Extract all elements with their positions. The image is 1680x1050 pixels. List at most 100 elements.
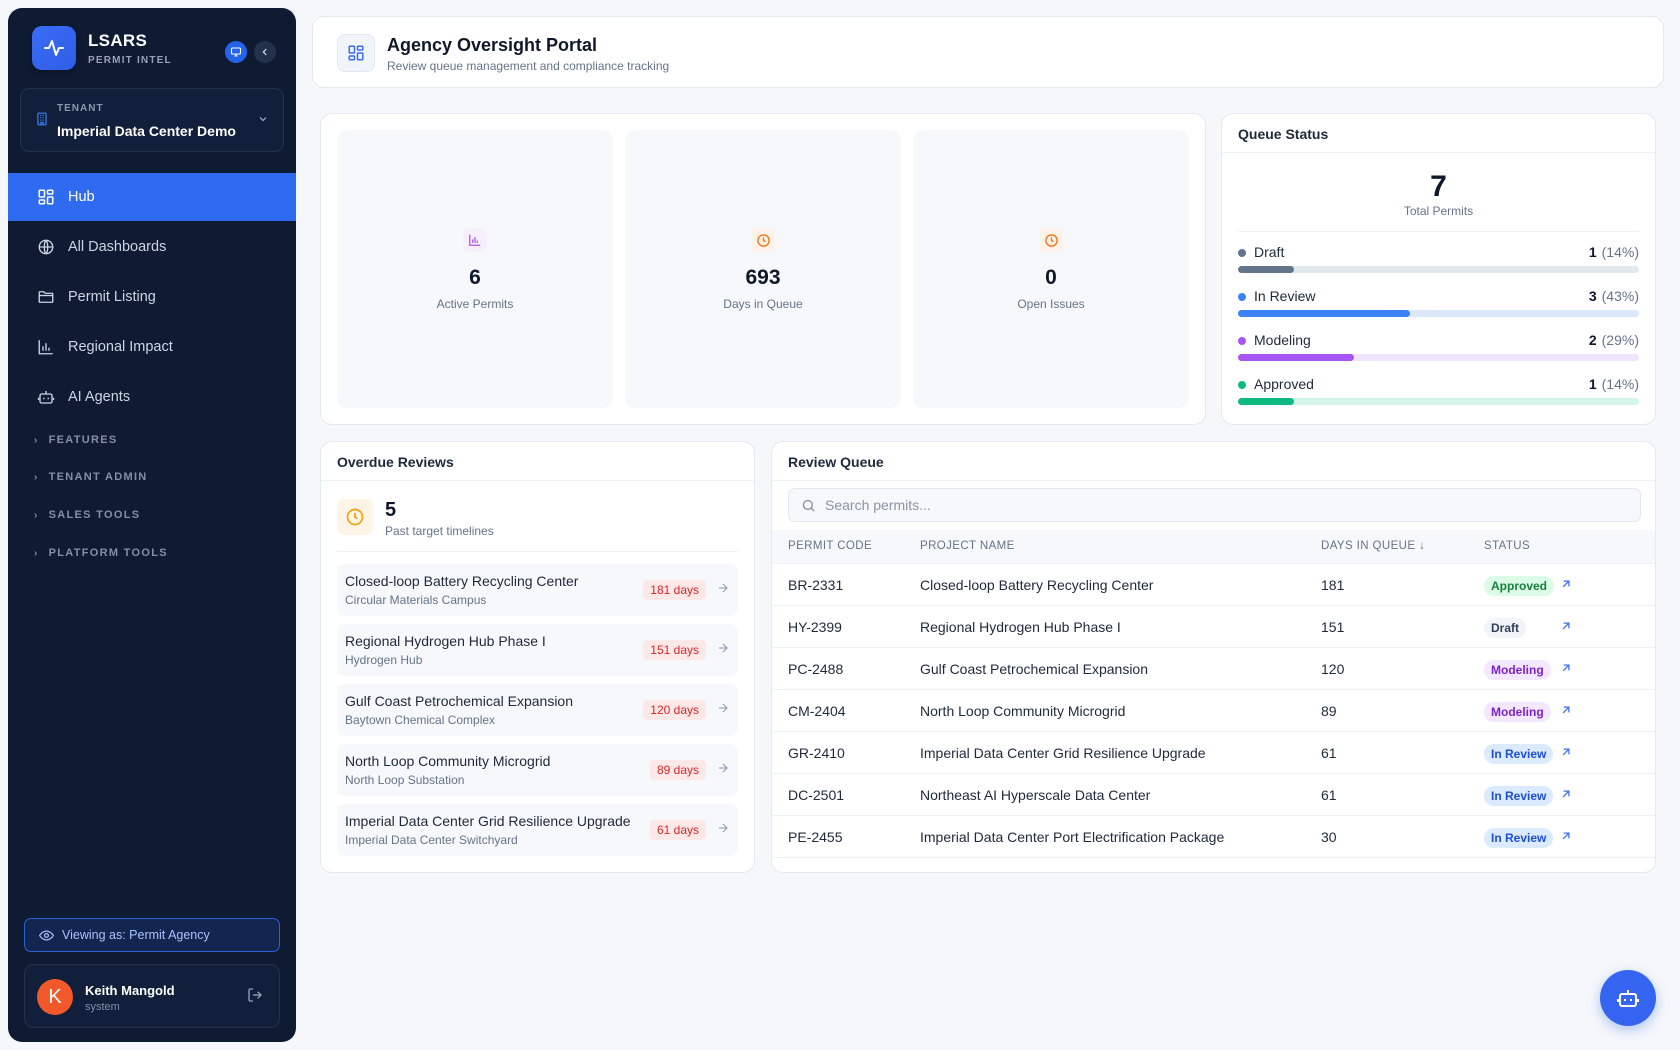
table-row[interactable]: DC-2501 Northeast AI Hyperscale Data Cen… <box>772 774 1655 816</box>
overdue-days-badge: 89 days <box>649 760 706 780</box>
overdue-item[interactable]: Gulf Coast Petrochemical Expansion Bayto… <box>337 684 738 736</box>
viewing-as-text: Viewing as: Permit Agency <box>62 928 210 942</box>
permit-code: BR-2331 <box>788 577 844 593</box>
overdue-item-site: Hydrogen Hub <box>345 653 423 667</box>
section-tenant-admin[interactable]: › TENANT ADMIN <box>34 471 148 483</box>
stat-value: 0 <box>1045 266 1057 289</box>
status-name: In Review <box>1254 288 1316 304</box>
overdue-days-badge: 181 days <box>643 580 706 600</box>
robot-icon <box>36 387 56 407</box>
external-link-icon[interactable] <box>1559 703 1573 717</box>
project-name: North Loop Community Microgrid <box>920 703 1126 719</box>
viewing-as-badge[interactable]: Viewing as: Permit Agency <box>24 918 280 952</box>
status-dot <box>1238 381 1246 389</box>
external-link-icon[interactable] <box>1559 787 1573 801</box>
chat-button[interactable] <box>225 41 247 63</box>
main-nav: Hub All Dashboards Permit Listing Region… <box>8 173 296 423</box>
permit-code: GR-2410 <box>788 745 845 761</box>
overdue-item[interactable]: North Loop Community Microgrid North Loo… <box>337 744 738 796</box>
stats-card: 6 Active Permits 693 Days in Queue 0 Ope… <box>320 113 1206 425</box>
overdue-item-title: Gulf Coast Petrochemical Expansion <box>345 693 573 709</box>
status-dot <box>1238 249 1246 257</box>
table-row[interactable]: GR-2410 Imperial Data Center Grid Resili… <box>772 732 1655 774</box>
status-badge: Modeling <box>1484 702 1551 722</box>
nav-label: All Dashboards <box>68 239 167 255</box>
card-title: Queue Status <box>1238 126 1329 142</box>
section-sales-tools[interactable]: › SALES TOOLS <box>34 509 140 521</box>
permit-code: DC-2501 <box>788 787 845 803</box>
card-title: Overdue Reviews <box>337 454 454 470</box>
stat-value: 693 <box>745 266 781 289</box>
overdue-item-title: Imperial Data Center Grid Resilience Upg… <box>345 813 631 829</box>
activity-icon <box>32 26 76 70</box>
column-header-label: DAYS IN QUEUE <box>1321 540 1416 552</box>
brand[interactable]: LSARS PERMIT INTEL <box>32 26 172 70</box>
table-row[interactable]: PC-2488 Gulf Coast Petrochemical Expansi… <box>772 648 1655 690</box>
globe-icon <box>36 237 56 257</box>
overdue-item[interactable]: Closed-loop Battery Recycling Center Cir… <box>337 564 738 616</box>
status-dot <box>1238 293 1246 301</box>
nav-item-all-dashboards[interactable]: All Dashboards <box>8 223 296 271</box>
tenant-name: Imperial Data Center Demo <box>57 123 236 139</box>
building-icon <box>37 112 47 126</box>
table-row[interactable]: PE-2455 Imperial Data Center Port Electr… <box>772 816 1655 858</box>
external-link-icon[interactable] <box>1559 661 1573 675</box>
review-queue-card: Review Queue PERMIT CODE PROJECT NAME DA… <box>771 441 1656 873</box>
nav-item-hub[interactable]: Hub <box>8 173 296 221</box>
column-header-days-in-queue[interactable]: DAYS IN QUEUE ↓ <box>1321 540 1425 552</box>
days-in-queue: 151 <box>1321 619 1345 635</box>
logout-icon <box>248 988 262 1002</box>
logout-button[interactable] <box>247 987 263 1008</box>
section-platform-tools[interactable]: › PLATFORM TOOLS <box>34 547 168 559</box>
queue-status-card: Queue Status 7 Total Permits Draft 1 (14%… <box>1221 113 1656 425</box>
nav-item-ai-agents[interactable]: AI Agents <box>8 373 296 421</box>
column-header-project-name[interactable]: PROJECT NAME <box>920 540 1015 552</box>
status-value: 1 (14%) <box>1589 244 1639 260</box>
total-permits-value: 7 <box>1430 170 1447 203</box>
external-link-icon[interactable] <box>1559 745 1573 759</box>
days-in-queue: 30 <box>1321 829 1337 845</box>
nav-label: Regional Impact <box>68 339 173 355</box>
sidebar: LSARS PERMIT INTEL TENANT Imperial Data … <box>8 8 296 1042</box>
status-row-in-review: In Review 3 (43%) <box>1238 286 1639 322</box>
nav-item-regional-impact[interactable]: Regional Impact <box>8 323 296 371</box>
ai-assistant-button[interactable] <box>1600 970 1656 1026</box>
stat-value: 6 <box>469 266 481 289</box>
column-header-permit-code[interactable]: PERMIT CODE <box>788 540 873 552</box>
column-header-status[interactable]: STATUS <box>1484 540 1531 552</box>
overdue-item[interactable]: Imperial Data Center Grid Resilience Upg… <box>337 804 738 856</box>
status-percent: (14%) <box>1601 244 1639 260</box>
nav-item-permit-listing[interactable]: Permit Listing <box>8 273 296 321</box>
days-in-queue: 120 <box>1321 661 1345 677</box>
table-row[interactable]: HY-2399 Regional Hydrogen Hub Phase I 15… <box>772 606 1655 648</box>
user-name: Keith Mangold <box>85 983 175 998</box>
table-row[interactable]: BR-2331 Closed-loop Battery Recycling Ce… <box>772 564 1655 606</box>
external-link-icon[interactable] <box>1559 829 1573 843</box>
status-progress-bar <box>1238 398 1639 405</box>
search-icon <box>802 499 815 512</box>
section-features[interactable]: › FEATURES <box>34 434 118 446</box>
days-in-queue: 61 <box>1321 787 1337 803</box>
status-row-modeling: Modeling 2 (29%) <box>1238 330 1639 366</box>
collapse-sidebar-button[interactable] <box>254 41 276 63</box>
status-row-draft: Draft 1 (14%) <box>1238 242 1639 278</box>
stat-label: Days in Queue <box>723 297 803 311</box>
table-row[interactable]: CM-2404 North Loop Community Microgrid 8… <box>772 690 1655 732</box>
project-name: Regional Hydrogen Hub Phase I <box>920 619 1121 635</box>
status-value: 1 (14%) <box>1589 376 1639 392</box>
status-progress-fill <box>1238 310 1411 317</box>
status-percent: (14%) <box>1601 376 1639 392</box>
external-link-icon[interactable] <box>1559 619 1573 633</box>
tenant-selector[interactable]: TENANT Imperial Data Center Demo <box>20 88 284 152</box>
overdue-item[interactable]: Regional Hydrogen Hub Phase I Hydrogen H… <box>337 624 738 676</box>
chevron-down-icon <box>259 117 267 122</box>
monitor-icon <box>230 47 242 57</box>
external-link-icon[interactable] <box>1559 577 1573 591</box>
stat-label: Active Permits <box>436 297 514 311</box>
chevron-right-icon: › <box>34 471 39 483</box>
search-input[interactable] <box>825 489 1625 521</box>
project-name: Imperial Data Center Grid Resilience Upg… <box>920 745 1206 761</box>
nav-label: Hub <box>68 189 95 205</box>
section-label: SALES TOOLS <box>48 509 141 521</box>
status-count: 1 <box>1588 376 1597 392</box>
